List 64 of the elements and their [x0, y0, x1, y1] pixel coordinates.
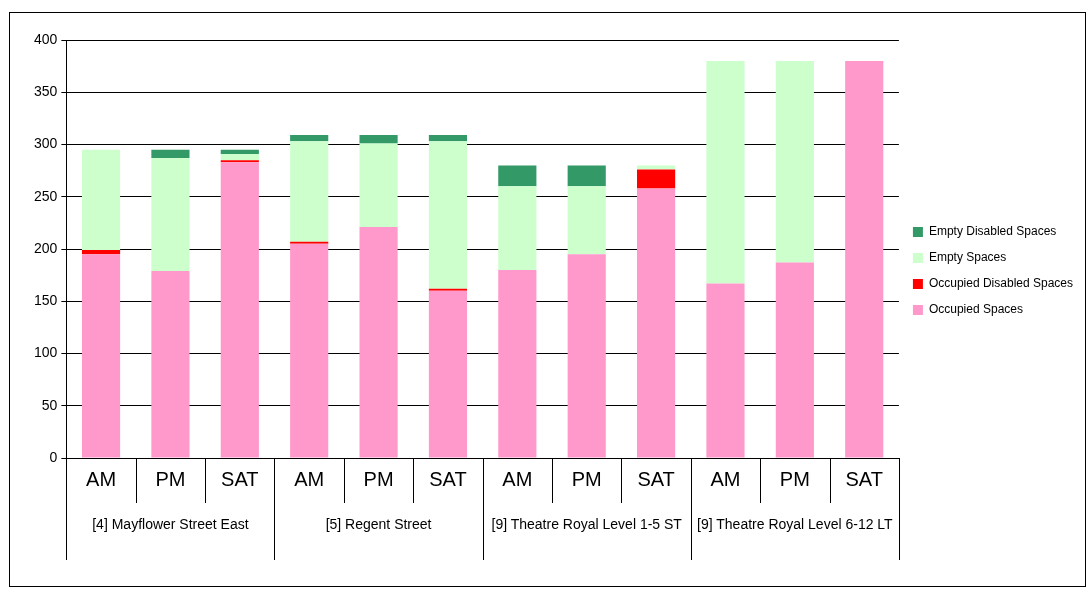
bar: [498, 269, 537, 458]
bar: [81, 149, 121, 251]
y-tick-label: 250: [34, 187, 58, 204]
y-tick-label: 150: [34, 292, 58, 309]
bar: [637, 188, 676, 458]
bar: [151, 149, 190, 159]
y-tick-label: 300: [34, 135, 58, 152]
x-tick-label: SAT: [429, 467, 467, 490]
bar: [220, 162, 259, 458]
bar: [428, 290, 468, 458]
y-tick-label: 400: [34, 30, 58, 47]
bar: [428, 135, 468, 142]
bar: [81, 254, 121, 458]
y-tick-label: 100: [34, 344, 58, 361]
x-tick-label: PM: [363, 467, 394, 490]
bar: [151, 270, 190, 458]
bar: [567, 186, 606, 255]
legend-label: Occupied Spaces: [928, 302, 1023, 317]
x-tick-label: PM: [155, 467, 186, 490]
bar: [220, 149, 259, 154]
bar: [359, 227, 398, 458]
bar: [81, 250, 121, 255]
bar: [290, 243, 329, 458]
legend-label: Occupied Disabled Spaces: [928, 276, 1074, 291]
y-tick-label: 350: [34, 83, 58, 100]
bar: [220, 153, 259, 161]
bar: [428, 288, 468, 291]
bar: [220, 160, 259, 163]
bar: [775, 60, 814, 263]
text: [4] Mayflower Street East: [92, 515, 249, 532]
legend-label: Empty Disabled Spaces: [928, 224, 1057, 239]
bar: [498, 186, 537, 270]
bar: [775, 262, 814, 458]
bar: [567, 165, 606, 187]
x-tick-label: PM: [571, 467, 602, 490]
text: [9] Theatre Royal Level 1-5 ST: [491, 515, 683, 532]
text: [5] Regent Street: [325, 515, 432, 532]
x-tick-label: PM: [779, 467, 810, 490]
bar: [359, 135, 398, 144]
y-tick-label: 50: [41, 396, 58, 413]
x-tick-label: SAT: [221, 467, 259, 490]
bar: [637, 169, 676, 189]
bar: [845, 60, 884, 458]
y-tick-label: 200: [34, 239, 58, 256]
text: [9] Theatre Royal Level 6-12 LT: [697, 515, 894, 532]
x-tick-label: SAT: [845, 467, 883, 490]
bar: [567, 254, 606, 458]
bar: [359, 143, 398, 228]
x-tick-label: AM: [710, 467, 741, 490]
bar: [637, 165, 676, 170]
bar: [290, 141, 329, 242]
bar: [290, 135, 329, 142]
x-tick-label: AM: [502, 467, 533, 490]
bar: [706, 60, 745, 284]
y-tick-label: 0: [49, 448, 58, 465]
legend-label: Empty Spaces: [928, 250, 1007, 265]
x-tick-label: AM: [86, 467, 117, 490]
bar: [706, 283, 745, 458]
bar: [151, 158, 190, 271]
bar: [290, 241, 329, 244]
bar: [428, 141, 468, 289]
bar: [498, 165, 537, 187]
x-tick-label: SAT: [637, 467, 675, 490]
x-tick-label: AM: [294, 467, 325, 490]
